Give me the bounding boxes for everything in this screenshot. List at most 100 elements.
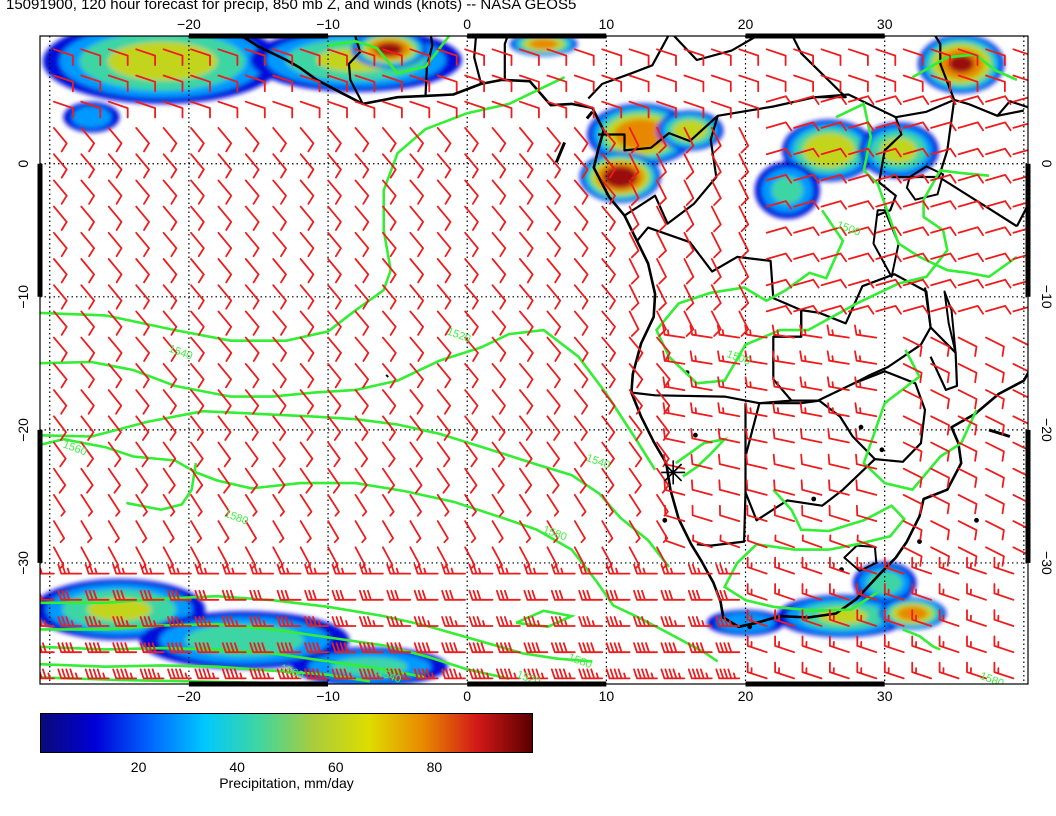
- wind-barb: [601, 441, 615, 468]
- wind-barb: [190, 389, 205, 415]
- wind-barb: [662, 428, 686, 444]
- wind-barb: [911, 583, 932, 601]
- wind-barb: [80, 153, 95, 179]
- wind-barb: [272, 258, 287, 284]
- wind-barb: [546, 100, 568, 119]
- wind-barb: [985, 95, 1012, 105]
- wind-barb: [327, 467, 341, 494]
- wind-barb: [689, 324, 713, 339]
- wind-barb: [690, 402, 713, 418]
- wind-barb: [710, 284, 722, 311]
- location-star-marker: [661, 460, 686, 485]
- wind-barb: [829, 609, 850, 627]
- wind-barb: [601, 494, 614, 517]
- wind-barb: [327, 310, 342, 336]
- wind-barb: [354, 284, 370, 310]
- wind-barb: [828, 479, 850, 496]
- wind-barb: [327, 389, 342, 415]
- wind-barb: [107, 363, 123, 389]
- wind-barb: [774, 609, 795, 627]
- wind-barb: [683, 258, 695, 285]
- wind-barb: [468, 563, 494, 575]
- wind-barb: [519, 284, 534, 310]
- wind-barb: [633, 616, 658, 627]
- wind-barb: [327, 284, 342, 310]
- wind-barb: [276, 616, 302, 627]
- wind-barb: [354, 205, 370, 231]
- wind-barb: [107, 284, 123, 310]
- wind-barb: [272, 415, 287, 441]
- wind-barb: [957, 389, 978, 410]
- wind-barb: [985, 74, 1006, 93]
- wind-barb: [382, 258, 397, 284]
- country-border: [938, 176, 1018, 228]
- wind-barb: [190, 284, 205, 310]
- wind-barb: [382, 363, 397, 389]
- wind-barb: [772, 376, 795, 391]
- wind-barb: [546, 441, 560, 468]
- wind-barb: [774, 534, 795, 549]
- wind-barb: [664, 504, 686, 522]
- wind-barb: [354, 153, 370, 179]
- wind-barb: [745, 428, 768, 444]
- wind-barb: [221, 589, 247, 601]
- wind-barb: [327, 48, 348, 66]
- wind-barb: [578, 668, 604, 680]
- wind-barb: [938, 609, 960, 627]
- wind-barb: [190, 494, 203, 517]
- wind-barb: [496, 589, 521, 601]
- wind-barb: [53, 336, 68, 362]
- wind-barb: [190, 520, 203, 544]
- country-border: [744, 399, 876, 522]
- wind-barb: [930, 363, 950, 384]
- wind-barb: [746, 609, 768, 627]
- wind-barb: [633, 589, 658, 601]
- wind-barb: [249, 589, 275, 601]
- wind-barb: [299, 310, 315, 336]
- wind-barb: [194, 668, 220, 680]
- wind-barb: [710, 179, 722, 206]
- wind-barb: [765, 121, 793, 132]
- wind-barb: [683, 74, 705, 93]
- wind-barb: [930, 200, 957, 210]
- wind-barb: [464, 389, 479, 415]
- wind-barb: [217, 441, 232, 468]
- wind-barb: [774, 556, 795, 575]
- wind-barb: [854, 324, 878, 339]
- wind-barb: [902, 520, 923, 541]
- lake-victoria: [905, 165, 945, 201]
- wind-barb: [801, 556, 823, 575]
- wind-barb: [985, 415, 1005, 436]
- wind-barb: [772, 428, 795, 444]
- wind-barb: [299, 441, 314, 468]
- wind-barb: [299, 389, 314, 415]
- wind-barb: [985, 520, 1005, 541]
- wind-barb: [718, 479, 741, 496]
- wind-barb: [902, 74, 924, 93]
- wind-barb: [217, 336, 233, 362]
- wind-barb: [738, 205, 750, 233]
- wind-barb: [985, 546, 1005, 567]
- wind-barb: [717, 350, 741, 365]
- wind-barb: [573, 74, 595, 93]
- wind-barb: [491, 205, 507, 231]
- wind-barb: [519, 48, 540, 66]
- wind-barb: [744, 402, 768, 418]
- wind-barb: [902, 363, 923, 384]
- wind-barb: [957, 74, 979, 93]
- wind-barb: [856, 635, 878, 654]
- wind-barb: [656, 441, 670, 468]
- wind-barb: [441, 563, 466, 575]
- wind-barb: [573, 179, 589, 205]
- wind-barb: [546, 520, 559, 544]
- wind-barb: [519, 205, 534, 231]
- lon-tick-label-bottom: 30: [877, 688, 893, 704]
- wind-barb: [875, 226, 902, 236]
- precip-cell: [771, 176, 804, 205]
- wind-barb: [436, 389, 451, 415]
- wind-barb: [966, 583, 987, 601]
- wind-barb: [772, 453, 795, 470]
- wind-barb: [601, 205, 616, 231]
- wind-barb: [829, 661, 850, 680]
